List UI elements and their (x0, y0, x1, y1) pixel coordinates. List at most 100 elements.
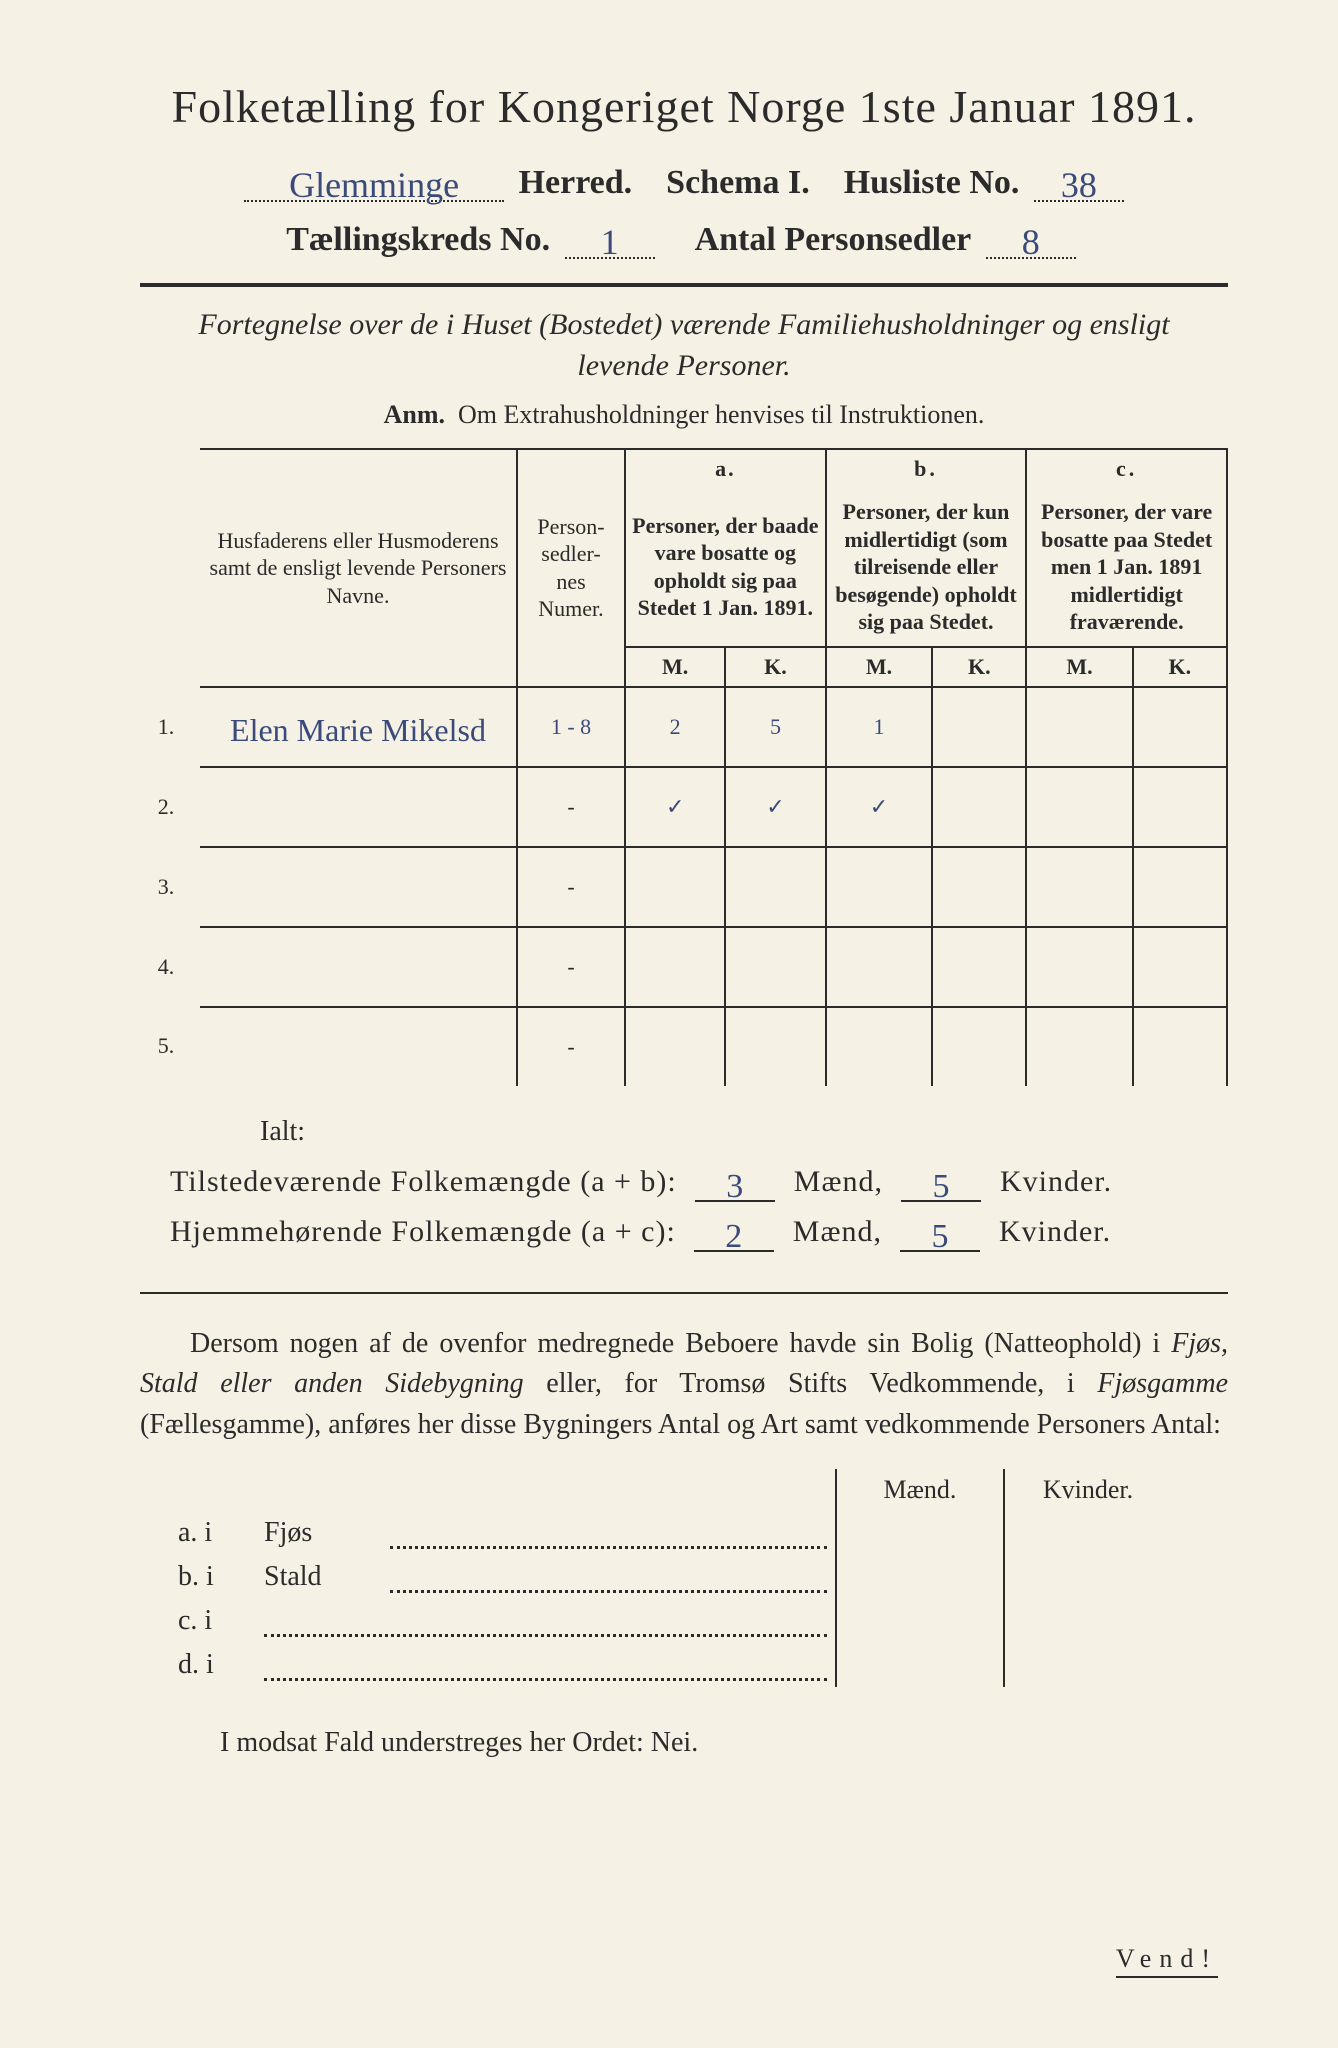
cell-b-m (826, 847, 933, 927)
group-c-head: c. (1026, 449, 1227, 488)
table-row: 5. - (140, 1007, 1227, 1086)
nei-line: I modsat Fald understreges her Ordet: Ne… (140, 1727, 1228, 1759)
col-numer-head: Person- sedler- nes Numer. (517, 449, 625, 687)
cell-b-k (932, 1007, 1026, 1086)
table-row: 2. - ✓ ✓ ✓ (140, 767, 1227, 847)
maend-label: Mænd, (793, 1215, 882, 1248)
cell-c-k (1133, 1007, 1227, 1086)
cell-c-m (1026, 927, 1132, 1007)
vend-label: Vend! (1116, 1944, 1218, 1978)
cell-a-m (625, 847, 725, 927)
cell-a-k (725, 1007, 825, 1086)
cell-c-m (1026, 767, 1132, 847)
bottom-table: Mænd. Kvinder. a. i Fjøs b. i Stald c. i… (170, 1469, 1171, 1687)
cell-a-k: ✓ (725, 767, 825, 847)
row-number: 4. (140, 927, 200, 1007)
sedler-value: 8 (1022, 224, 1040, 260)
mk-head: M. (1026, 647, 1132, 687)
cell-c-m (1026, 1007, 1132, 1086)
mk-head: M. (826, 647, 933, 687)
kvinder-label: Kvinder. (999, 1215, 1111, 1248)
sum-line-2: Hjemmehørende Folkemængde (a + c): 2 Mæn… (170, 1212, 1228, 1252)
cell-a-k: 5 (725, 687, 825, 767)
husliste-value: 38 (1061, 167, 1097, 203)
row-number: 1. (140, 687, 200, 767)
group-c-desc: Personer, der vare bosatte paa Stedet me… (1026, 488, 1227, 647)
sum1-k: 5 (932, 1168, 950, 1206)
row-number: 3. (140, 847, 200, 927)
cell-b-m (826, 1007, 933, 1086)
row-numer: - (517, 767, 625, 847)
row-numer: - (517, 1007, 625, 1086)
mk-head: M. (625, 647, 725, 687)
anm-line: Anm. Om Extrahusholdninger henvises til … (140, 400, 1228, 430)
bottom-paragraph: Dersom nogen af de ovenfor medregnede Be… (140, 1324, 1228, 1446)
row-name: Elen Marie Mikelsd (230, 712, 486, 749)
group-b-head: b. (826, 449, 1027, 488)
cell-b-k (932, 847, 1026, 927)
divider (140, 283, 1228, 287)
group-a-head: a. (625, 449, 826, 488)
cell-b-k (932, 767, 1026, 847)
subtitle: Fortegnelse over de i Huset (Bostedet) v… (140, 305, 1228, 386)
cell-b-m: ✓ (826, 767, 933, 847)
row-numer: - (517, 927, 625, 1007)
row-numer: - (517, 847, 625, 927)
row-number: 5. (140, 1007, 200, 1086)
schema-label: Schema I. (666, 164, 810, 201)
bottom-head-m: Mænd. (836, 1469, 1004, 1511)
cell-b-m (826, 927, 933, 1007)
sum2-label: Hjemmehørende Folkemængde (a + c): (170, 1215, 676, 1248)
herred-value: Glemminge (289, 167, 459, 203)
header-line-3: Tællingskreds No. 1 Antal Personsedler 8 (140, 220, 1228, 259)
sum2-k: 5 (931, 1218, 949, 1256)
sum2-m: 2 (725, 1218, 743, 1256)
table-row: 1. Elen Marie Mikelsd 1 - 8 2 5 1 (140, 687, 1227, 767)
cell-a-m (625, 927, 725, 1007)
cell-a-k (725, 847, 825, 927)
bottom-row: a. i Fjøs (170, 1511, 1171, 1555)
anm-label: Anm. (384, 400, 445, 429)
ialt-label: Ialt: (260, 1116, 1228, 1148)
bottom-row: c. i (170, 1599, 1171, 1643)
cell-c-k (1133, 687, 1227, 767)
cell-c-k (1133, 847, 1227, 927)
bottom-row: b. i Stald (170, 1555, 1171, 1599)
cell-c-m (1026, 847, 1132, 927)
header-line-2: Glemminge Herred. Schema I. Husliste No.… (140, 163, 1228, 202)
sum-line-1: Tilstedeværende Folkemængde (a + b): 3 M… (170, 1162, 1228, 1202)
table-row: 4. - (140, 927, 1227, 1007)
mk-head: K. (1133, 647, 1227, 687)
husliste-label: Husliste No. (844, 164, 1020, 201)
row-number: 2. (140, 767, 200, 847)
cell-b-k (932, 927, 1026, 1007)
kreds-label: Tællingskreds No. (286, 221, 550, 258)
kreds-value: 1 (601, 224, 619, 260)
kvinder-label: Kvinder. (1000, 1165, 1112, 1198)
herred-label: Herred. (519, 164, 633, 201)
maend-label: Mænd, (794, 1165, 883, 1198)
sum1-m: 3 (726, 1168, 744, 1206)
divider (140, 1292, 1228, 1294)
row-numer: 1 - 8 (517, 687, 625, 767)
bottom-row: d. i (170, 1643, 1171, 1687)
cell-c-m (1026, 687, 1132, 767)
cell-c-k (1133, 767, 1227, 847)
cell-a-m (625, 1007, 725, 1086)
bottom-row-lbl: d. i (170, 1643, 256, 1687)
anm-text: Om Extrahusholdninger henvises til Instr… (458, 400, 984, 429)
cell-a-m: 2 (625, 687, 725, 767)
cell-a-k (725, 927, 825, 1007)
mk-head: K. (932, 647, 1026, 687)
cell-b-m: 1 (826, 687, 933, 767)
bottom-row-lbl: c. i (170, 1599, 256, 1643)
bottom-head-k: Kvinder. (1004, 1469, 1171, 1511)
cell-b-k (932, 687, 1026, 767)
table-row: 3. - (140, 847, 1227, 927)
sedler-label: Antal Personsedler (695, 221, 972, 258)
cell-c-k (1133, 927, 1227, 1007)
cell-a-m: ✓ (625, 767, 725, 847)
group-a-desc: Personer, der baade vare bosatte og opho… (625, 488, 826, 647)
page-title: Folketælling for Kongeriget Norge 1ste J… (140, 80, 1228, 133)
bottom-row-name: Stald (256, 1555, 382, 1599)
